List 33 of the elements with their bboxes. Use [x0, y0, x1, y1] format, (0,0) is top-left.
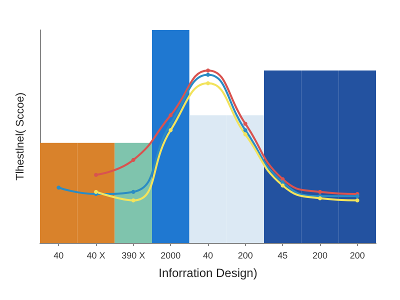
point — [206, 72, 210, 77]
x-tick-label: 390 X — [122, 250, 146, 260]
point — [206, 68, 210, 72]
point — [94, 172, 98, 177]
point — [280, 177, 285, 182]
x-tick-label: 200 — [350, 250, 365, 260]
point — [318, 190, 322, 194]
x-tick-label: 40 — [202, 250, 214, 260]
x-tick-label: 200 — [238, 250, 253, 260]
x-tick-label: 45 — [278, 250, 288, 260]
point — [206, 81, 210, 86]
point — [131, 158, 136, 162]
x-tick-label: 200 — [312, 250, 328, 260]
point — [355, 198, 360, 202]
bar — [114, 142, 152, 243]
x-tick-label: 40 — [54, 250, 64, 260]
point — [280, 183, 285, 188]
x-tick-label: 2000 — [160, 250, 181, 260]
point — [94, 190, 98, 194]
point — [168, 128, 173, 132]
point — [168, 122, 173, 126]
y-axis-title: Tlhestlnel( Sccoe) — [14, 92, 26, 181]
point — [131, 198, 136, 202]
point — [243, 128, 248, 132]
x-axis-title: Inforration Design) — [158, 266, 258, 280]
point — [131, 190, 136, 194]
point — [243, 132, 248, 136]
point — [56, 186, 61, 190]
point — [243, 122, 248, 126]
bar — [152, 30, 190, 243]
x-tick-label: 40 X — [86, 250, 106, 260]
point — [355, 194, 360, 198]
point — [168, 113, 173, 118]
